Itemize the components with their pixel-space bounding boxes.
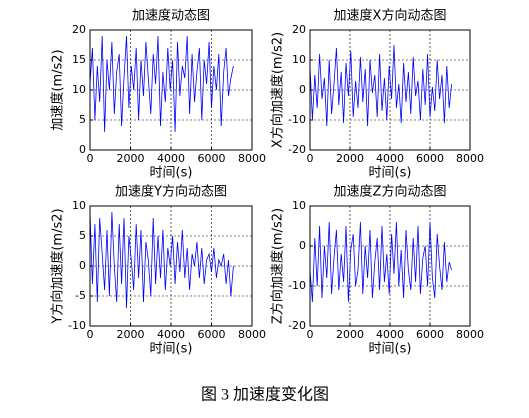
data-line	[309, 221, 452, 303]
chart-title: 加速度X方向动态图	[334, 8, 447, 24]
caption: 图 3 加速度变化图	[201, 386, 329, 404]
x-tick-label: 6000	[198, 152, 226, 165]
y-axis-label: 加速度(m/s2)	[50, 49, 66, 130]
x-tick-label: 8000	[456, 152, 484, 165]
chart-title: 加速度Y方向动态图	[115, 184, 227, 200]
axes-box	[89, 29, 253, 151]
x-tick-label: 4000	[376, 152, 404, 165]
y-tick-label: 20	[72, 23, 86, 36]
y-tick-label: 10	[72, 199, 86, 212]
x-tick-label: 2000	[117, 152, 145, 165]
y-axis-label: Y方向加速度(m/s2)	[50, 208, 66, 324]
x-tick-label: 0	[87, 152, 94, 165]
x-tick-label: 6000	[416, 328, 444, 341]
y-tick-label: 0	[299, 239, 306, 252]
y-tick-label: 5	[79, 113, 86, 126]
x-tick-label: 0	[87, 328, 94, 341]
y-tick-label: -5	[75, 289, 86, 302]
y-tick-label: 0	[299, 83, 306, 96]
x-tick-label: 4000	[157, 152, 185, 165]
y-tick-label: -10	[288, 279, 306, 292]
x-tick-label: 2000	[336, 152, 364, 165]
x-tick-label: 2000	[117, 328, 145, 341]
y-tick-label: -20	[288, 319, 306, 332]
y-tick-label: -10	[288, 113, 306, 126]
y-tick-label: 0	[79, 143, 86, 156]
y-axis-label: Z方向加速度(m/s2)	[270, 208, 286, 324]
y-tick-label: 10	[72, 83, 86, 96]
x-tick-label: 8000	[238, 328, 266, 341]
chart-title: 加速度Z方向动态图	[334, 184, 447, 200]
axes-box	[309, 29, 471, 151]
x-tick-label: 4000	[157, 328, 185, 341]
x-axis-label: 时间(s)	[369, 166, 412, 181]
x-tick-label: 2000	[336, 328, 364, 341]
y-tick-label: 20	[292, 23, 306, 36]
axes-box	[89, 205, 253, 327]
y-tick-label: 10	[292, 199, 306, 212]
x-axis-label: 时间(s)	[150, 342, 193, 357]
y-axis-label: X方向加速度(m/s2)	[270, 32, 286, 148]
data-line	[89, 211, 234, 309]
y-tick-label: 5	[79, 229, 86, 242]
x-tick-label: 6000	[416, 152, 444, 165]
x-axis-label: 时间(s)	[369, 342, 412, 357]
x-tick-label: 0	[307, 152, 314, 165]
y-tick-label: 15	[72, 53, 86, 66]
y-tick-label: -10	[68, 319, 86, 332]
data-line	[309, 44, 452, 127]
x-tick-label: 4000	[376, 328, 404, 341]
y-tick-label: -20	[288, 143, 306, 156]
x-tick-label: 8000	[238, 152, 266, 165]
x-axis-label: 时间(s)	[150, 166, 193, 181]
chart-title: 加速度动态图	[132, 8, 210, 24]
y-tick-label: 10	[292, 53, 306, 66]
x-tick-label: 0	[307, 328, 314, 341]
x-tick-label: 8000	[456, 328, 484, 341]
axes-box	[309, 205, 471, 327]
data-line	[89, 35, 234, 133]
y-tick-label: 0	[79, 259, 86, 272]
x-tick-label: 6000	[198, 328, 226, 341]
